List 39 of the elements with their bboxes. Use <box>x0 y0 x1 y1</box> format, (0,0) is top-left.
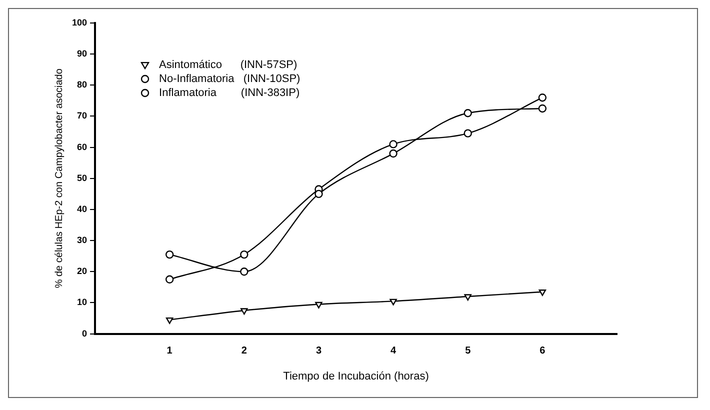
point <box>390 298 397 306</box>
point <box>464 129 472 138</box>
y-tick-label: 10 <box>77 297 88 308</box>
point <box>165 250 174 259</box>
point <box>166 317 174 324</box>
point <box>165 275 174 284</box>
x-tick-label: 2 <box>241 346 248 357</box>
point <box>389 140 398 148</box>
legend-label: Asintomático (INN-57SP) <box>159 59 298 72</box>
point <box>240 308 248 315</box>
legend-label: No-Inflamatoria (INN-10SP) <box>159 73 300 86</box>
x-tick-label: 1 <box>166 346 173 357</box>
point <box>314 190 323 198</box>
y-tick-label: 90 <box>77 48 88 59</box>
point <box>240 250 248 259</box>
point <box>464 109 472 118</box>
y-axis-title: % de células HEp-2 con Campylobacter asociado <box>54 68 65 288</box>
legend-label: Inflamatoria (INN-383IP) <box>159 87 300 100</box>
x-tick-label: 3 <box>316 346 322 357</box>
point <box>538 93 547 102</box>
point <box>389 149 398 158</box>
point <box>538 104 547 113</box>
x-tick-label: 4 <box>390 346 397 357</box>
y-tick-label: 50 <box>77 172 88 183</box>
y-tick-label: 100 <box>72 17 88 28</box>
y-tick-label: 30 <box>77 235 88 246</box>
point <box>464 294 472 301</box>
y-tick-label: 70 <box>77 110 88 121</box>
y-tick-label: 60 <box>77 142 88 152</box>
x-tick-label: 5 <box>465 346 472 357</box>
y-tick-label: 80 <box>77 80 88 90</box>
x-tick-label: 6 <box>540 346 546 357</box>
y-tick-label: 20 <box>77 266 88 276</box>
y-tick-label: 40 <box>77 204 88 214</box>
point <box>538 289 546 296</box>
x-axis-title: Tiempo de Incubación (horas) <box>283 370 429 382</box>
y-tick-label: 0 <box>82 328 88 338</box>
point <box>315 302 322 308</box>
point <box>240 268 248 276</box>
